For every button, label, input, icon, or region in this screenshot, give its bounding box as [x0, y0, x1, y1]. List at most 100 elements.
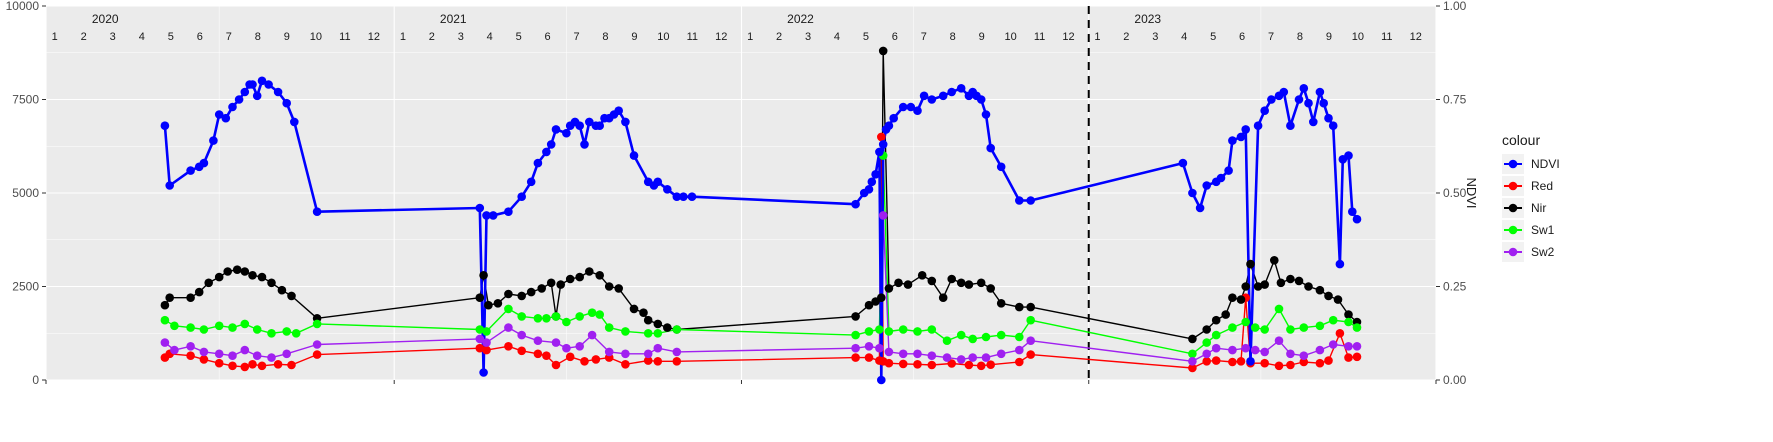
- point-red: [591, 355, 601, 364]
- point-nir: [1276, 278, 1286, 288]
- point-sw2: [1241, 343, 1250, 353]
- point-ndvi: [614, 106, 623, 115]
- point-ndvi: [312, 207, 322, 216]
- month-label: 11: [687, 31, 698, 43]
- month-label: 7: [921, 31, 927, 43]
- point-nir: [504, 289, 513, 299]
- legend-key-point: [1508, 225, 1518, 235]
- point-nir: [160, 300, 170, 310]
- point-sw1: [551, 312, 561, 321]
- point-ndvi: [877, 375, 886, 385]
- legend-label-sw2: Sw2: [1531, 245, 1555, 259]
- point-sw2: [1328, 340, 1338, 349]
- month-label: 9: [1326, 31, 1332, 43]
- month-label: 4: [1181, 31, 1187, 43]
- point-sw1: [291, 329, 301, 338]
- point-red: [964, 360, 974, 370]
- point-sw2: [996, 349, 1006, 359]
- year-label: 2021: [440, 12, 467, 26]
- point-ndvi: [209, 136, 218, 145]
- point-nir: [947, 274, 956, 284]
- point-ndvi: [919, 91, 929, 101]
- point-nir: [917, 271, 927, 280]
- point-sw1: [1202, 338, 1211, 347]
- month-label: 2: [81, 31, 87, 43]
- point-sw2: [1286, 349, 1295, 359]
- month-label: 6: [1239, 31, 1245, 43]
- point-nir: [663, 323, 672, 332]
- point-sw2: [878, 211, 888, 220]
- point-ndvi: [906, 102, 916, 112]
- point-sw1: [186, 323, 195, 332]
- point-nir: [1188, 334, 1197, 344]
- month-label: 10: [310, 31, 322, 43]
- point-sw2: [160, 338, 170, 347]
- point-nir: [240, 267, 250, 276]
- point-sw2: [1260, 347, 1269, 357]
- point-red: [551, 360, 561, 370]
- point-nir: [1246, 259, 1255, 269]
- point-sw2: [875, 343, 884, 353]
- point-nir: [1236, 295, 1246, 304]
- point-ndvi: [898, 102, 908, 112]
- point-red: [482, 345, 491, 355]
- point-ndvi: [228, 102, 237, 112]
- month-label: 11: [1034, 31, 1045, 43]
- point-ndvi: [585, 117, 594, 127]
- point-ndvi: [482, 211, 491, 220]
- point-ndvi: [875, 147, 884, 157]
- point-nir: [1253, 282, 1263, 291]
- month-label: 5: [168, 31, 174, 43]
- month-label: 4: [834, 31, 840, 43]
- point-sw1: [621, 327, 630, 336]
- point-sw1: [1352, 323, 1362, 332]
- point-sw1: [1228, 323, 1237, 332]
- point-ndvi: [1304, 98, 1313, 108]
- point-red: [884, 358, 894, 368]
- point-ndvi: [1195, 203, 1205, 213]
- point-sw2: [653, 343, 663, 353]
- point-nir: [248, 271, 257, 280]
- month-label: 8: [1297, 31, 1303, 43]
- point-red: [1344, 353, 1353, 362]
- point-sw1: [672, 325, 682, 334]
- point-ndvi: [1324, 113, 1333, 123]
- point-ndvi: [479, 368, 488, 377]
- point-sw1: [884, 327, 894, 336]
- year-label: 2022: [787, 12, 814, 26]
- month-label: 9: [631, 31, 637, 43]
- month-label: 12: [1062, 31, 1074, 43]
- month-label: 9: [284, 31, 290, 43]
- month-label: 8: [602, 31, 608, 43]
- point-nir: [1015, 302, 1024, 312]
- point-nir: [526, 287, 536, 297]
- point-sw2: [1188, 357, 1197, 366]
- point-red: [1299, 357, 1309, 367]
- month-label: 2: [776, 31, 782, 43]
- point-ndvi: [1026, 196, 1035, 205]
- point-sw1: [240, 319, 250, 329]
- point-ndvi: [621, 117, 630, 127]
- point-sw1: [1015, 332, 1024, 342]
- point-sw2: [942, 353, 952, 362]
- point-sw2: [282, 349, 292, 359]
- point-red: [1228, 357, 1237, 367]
- point-sw2: [475, 334, 485, 344]
- point-nir: [556, 280, 565, 289]
- point-red: [986, 360, 995, 370]
- point-sw1: [968, 334, 977, 344]
- point-ndvi: [663, 185, 672, 194]
- point-nir: [204, 278, 213, 288]
- point-ndvi: [1246, 357, 1255, 366]
- point-nir: [996, 299, 1006, 308]
- point-nir: [223, 267, 232, 276]
- y-left-tick-label: 7500: [12, 93, 39, 107]
- point-sw2: [1315, 345, 1325, 355]
- point-red: [1315, 358, 1325, 368]
- point-sw1: [1188, 349, 1197, 359]
- point-red: [1260, 358, 1269, 368]
- month-label: 8: [255, 31, 261, 43]
- point-nir: [1228, 293, 1237, 303]
- point-sw1: [898, 325, 908, 334]
- month-label: 6: [197, 31, 203, 43]
